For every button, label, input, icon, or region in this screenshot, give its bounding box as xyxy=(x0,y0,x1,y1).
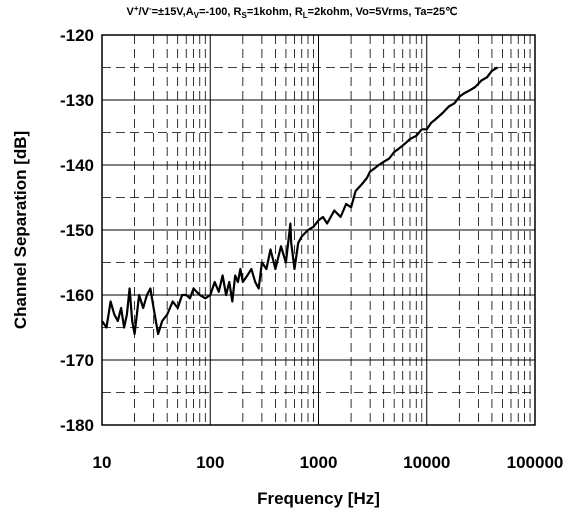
x-tick-label: 1000 xyxy=(300,453,338,472)
title-part: V xyxy=(127,6,135,18)
series-line-0 xyxy=(101,66,499,336)
title-part: + xyxy=(134,4,139,13)
y-tick-label: -180 xyxy=(60,416,94,435)
x-tick-label: 10 xyxy=(93,453,112,472)
y-tick-label: -160 xyxy=(60,286,94,305)
title-part: - xyxy=(149,4,152,13)
y-tick-label: -140 xyxy=(60,156,94,175)
y-tick-label: -150 xyxy=(60,221,94,240)
y-tick-labels: -120 -130 -140 -150 -160 -170 -180 xyxy=(60,26,94,435)
title-part: =-100, R xyxy=(199,6,242,18)
title-part: =1kohm, R xyxy=(247,6,303,18)
title-part: S xyxy=(241,11,247,20)
y-tick-label: -120 xyxy=(60,26,94,45)
x-tick-labels: 10 100 1000 10000 100000 xyxy=(93,453,564,472)
title-part: V xyxy=(194,11,200,20)
x-tick-label: 10000 xyxy=(403,453,450,472)
title-part: =2kohm, Vo=5Vrms, Ta=25℃ xyxy=(308,6,458,18)
x-tick-label: 100 xyxy=(196,453,224,472)
grid xyxy=(102,35,535,425)
y-axis-label: Channel Separation [dB] xyxy=(11,131,30,329)
x-axis-label: Frequency [Hz] xyxy=(257,489,380,508)
title-part: L xyxy=(303,11,308,20)
plot-frame xyxy=(101,34,536,426)
y-tick-label: -170 xyxy=(60,351,94,370)
chart-title: V+/V-=±15V,AV=-100, RS=1kohm, RL=2kohm, … xyxy=(127,4,458,20)
title-part: /V xyxy=(139,6,150,18)
title-part: =±15V,A xyxy=(152,6,194,18)
x-tick-label: 100000 xyxy=(507,453,564,472)
y-tick-label: -130 xyxy=(60,91,94,110)
series-group xyxy=(101,66,499,336)
